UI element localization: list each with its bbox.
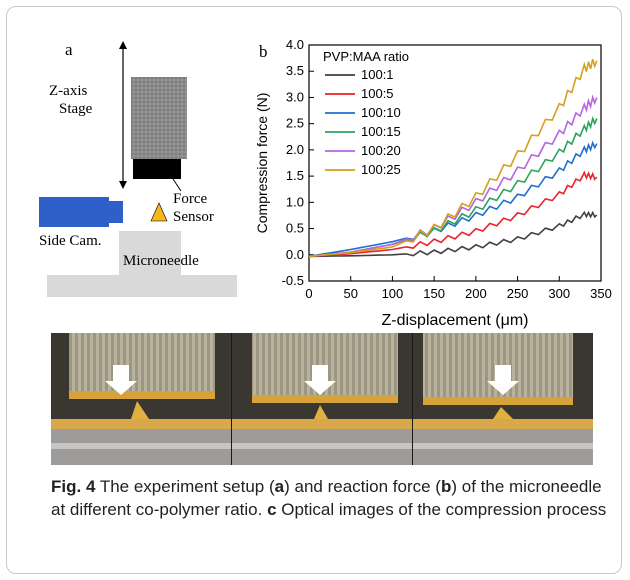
- legend-title: PVP:MAA ratio: [323, 49, 409, 64]
- needle-base: [119, 231, 181, 275]
- caption-fig-label: Fig. 4: [51, 477, 96, 496]
- legend-entry: 100:1: [361, 67, 394, 82]
- y-tick-label: 0.0: [286, 247, 304, 262]
- legend-entry: 100:10: [361, 105, 401, 120]
- y-tick-label: 2.0: [286, 142, 304, 157]
- side-cam-label: Side Cam.: [39, 233, 102, 249]
- y-tick-label: 3.5: [286, 63, 304, 78]
- plot-frame: [308, 44, 602, 282]
- y-tick-label: 3.0: [286, 89, 304, 104]
- series-line-100-10: [308, 140, 598, 258]
- caption-ref-c: c: [267, 500, 277, 519]
- x-tick-label: 150: [423, 286, 445, 301]
- caption-part-4: Optical images of the compression proces…: [276, 500, 607, 519]
- platform-base: [47, 275, 237, 297]
- microneedle-label: Microneedle: [123, 253, 199, 269]
- y-tick-label: 1.0: [286, 194, 304, 209]
- force-chart: b 0 50 100 150 200 250 300 350 -0.5 0.0 0.5 1.0 1.5 2…: [254, 37, 612, 329]
- photo-3: [413, 333, 593, 465]
- caption-part-1: The experiment setup (: [95, 477, 275, 496]
- caption-part-3: ) of the microneedle at different co-pol…: [51, 477, 602, 519]
- caption-part-2: ) and reaction force (: [284, 477, 441, 496]
- caption-ref-a: a: [274, 477, 285, 496]
- stage-label-2: Stage: [59, 101, 93, 117]
- setup-schematic: a Z-axis Stage Force Sensor Side Cam. Mi…: [39, 40, 237, 297]
- x-tick-label: 0: [305, 286, 312, 301]
- caption-ref-b: b: [440, 477, 452, 496]
- photo-2: [232, 333, 412, 465]
- z-axis-arrow: [119, 41, 127, 189]
- panel-b-label: b: [259, 42, 268, 61]
- side-camera: [39, 197, 109, 227]
- y-axis-label: Compression force (N): [254, 93, 270, 234]
- force-sensor-label-1: Force: [173, 191, 207, 207]
- series-line-100-5: [308, 170, 598, 258]
- y-tick-label: 4.0: [286, 37, 304, 52]
- figure-caption: Fig. 4 The experiment setup (a) and reac…: [51, 475, 611, 521]
- x-tick-label: 200: [465, 286, 487, 301]
- series-line-100-15: [308, 116, 598, 258]
- y-tick-label: -0.5: [282, 273, 304, 288]
- x-tick-label: 50: [343, 286, 357, 301]
- compression-photos: c: [51, 333, 593, 465]
- series-line-100-25: [308, 58, 598, 258]
- x-tick-label: 100: [382, 286, 404, 301]
- y-tick-label: 2.5: [286, 116, 304, 131]
- photo-1: [51, 333, 231, 465]
- y-tick-label: 0.5: [286, 221, 304, 236]
- y-tick-label: 1.5: [286, 168, 304, 183]
- legend-entry: 100:20: [361, 143, 401, 158]
- series-line-100-20: [308, 94, 598, 258]
- panel-a-label: a: [65, 40, 73, 59]
- legend-entry: 100:25: [361, 162, 401, 177]
- x-tick-label: 300: [548, 286, 570, 301]
- x-tick-label: 350: [590, 286, 612, 301]
- force-sensor: [133, 159, 181, 179]
- figure-frame: a Z-axis Stage Force Sensor Side Cam. Mi…: [6, 6, 622, 574]
- legend-entry: 100:15: [361, 124, 401, 139]
- microneedle: [150, 202, 168, 222]
- legend-entry: 100:5: [361, 86, 394, 101]
- x-axis-label: Z-displacement (μm): [381, 312, 528, 329]
- series-line-100-1: [308, 210, 598, 258]
- x-tick-label: 250: [507, 286, 529, 301]
- force-sensor-label-2: Sensor: [173, 209, 214, 225]
- stage-label-1: Z-axis: [49, 83, 87, 99]
